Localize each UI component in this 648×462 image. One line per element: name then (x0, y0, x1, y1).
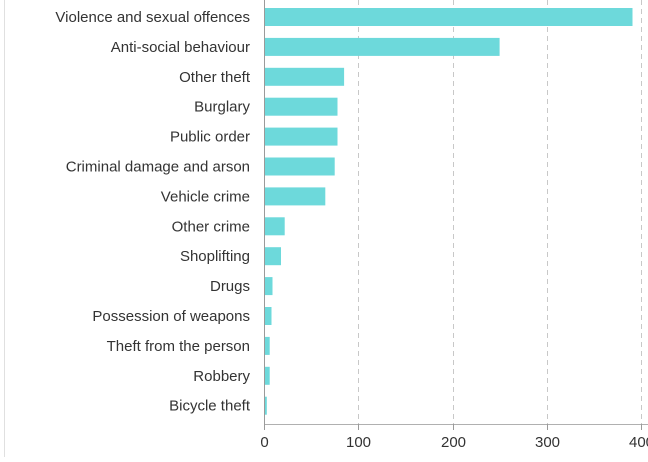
x-tick-label-100: 100 (346, 434, 371, 451)
bar-other-crime (264, 217, 285, 236)
x-tick-label-300: 300 (535, 434, 560, 451)
bar-robbery (264, 366, 270, 385)
category-label-possession-of-weapons: Possession of weapons (92, 308, 250, 325)
category-label-bicycle-theft: Bicycle theft (169, 398, 251, 415)
category-label-drugs: Drugs (210, 278, 250, 295)
category-label-other-crime: Other crime (172, 218, 250, 235)
category-label-burglary: Burglary (194, 99, 250, 116)
bar-criminal-damage-and-arson (264, 157, 335, 176)
category-label-robbery: Robbery (193, 368, 250, 385)
bar-violence-and-sexual-offences (264, 8, 633, 26)
bar-shoplifting (264, 247, 281, 266)
bar-anti-social-behaviour (264, 37, 500, 56)
bar-bicycle-theft (264, 396, 267, 415)
bar-public-order (264, 127, 338, 146)
bar-vehicle-crime (264, 187, 326, 206)
category-label-other-theft: Other theft (179, 69, 251, 86)
category-label-vehicle-crime: Vehicle crime (161, 188, 250, 205)
category-label-theft-from-the-person: Theft from the person (107, 338, 250, 355)
category-label-public-order: Public order (170, 129, 250, 146)
bar-other-theft (264, 67, 345, 86)
bar-possession-of-weapons (264, 307, 272, 325)
category-label-shoplifting: Shoplifting (180, 248, 250, 265)
category-label-violence-and-sexual-offences: Violence and sexual offences (55, 9, 250, 26)
category-label-criminal-damage-and-arson: Criminal damage and arson (66, 159, 250, 176)
x-tick-label-200: 200 (441, 434, 466, 451)
bar-theft-from-the-person (264, 336, 270, 355)
bar-burglary (264, 97, 338, 116)
bar-drugs (264, 277, 273, 296)
category-label-anti-social-behaviour: Anti-social behaviour (111, 39, 250, 56)
x-tick-label-0: 0 (260, 434, 268, 451)
x-tick-label-400: 400 (629, 434, 648, 451)
